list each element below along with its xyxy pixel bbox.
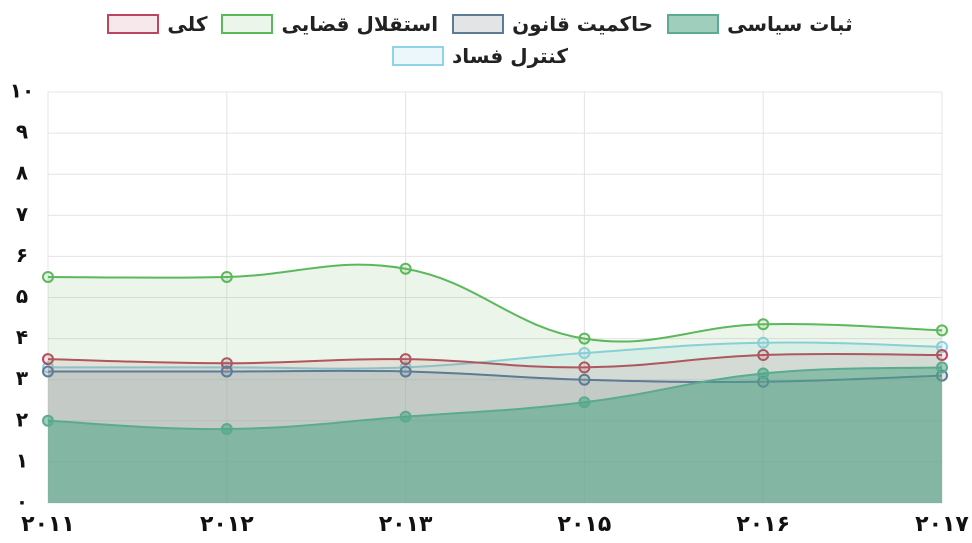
legend-item[interactable]: کنترل فساد (392, 44, 568, 68)
y-tick-label: ۳ (16, 366, 28, 390)
y-tick-label: ۶ (16, 243, 28, 267)
point (578, 361, 591, 374)
point (42, 353, 54, 366)
point (578, 332, 591, 345)
point (220, 365, 233, 378)
x-tick-label: ۲۰۱۳ (379, 512, 433, 537)
legend: ثبات سیاسی حاکمیت قانون استقلال قضایی کلی کن… (100, 12, 860, 68)
legend-label: حاکمیت قانون (512, 12, 654, 36)
point (757, 318, 770, 331)
legend-label: استقلال قضایی (281, 12, 439, 36)
point (399, 410, 412, 423)
y-tick-label: ۷ (16, 202, 28, 226)
legend-item[interactable]: ثبات سیاسی (667, 12, 853, 36)
point (936, 349, 948, 362)
y-tick-label: ۲ (16, 407, 28, 431)
area (48, 367, 942, 503)
x-tick-label: ۲۰۱۷ (915, 512, 969, 537)
line (47, 366, 943, 431)
point (42, 365, 54, 378)
line (47, 263, 943, 343)
point (757, 349, 770, 362)
x-tick-label: ۲۰۱۵ (558, 512, 612, 537)
legend-swatch (452, 14, 505, 34)
point (220, 357, 233, 370)
legend-label: کنترل فساد (452, 44, 568, 68)
point (578, 396, 591, 409)
y-tick-label: ۵ (16, 284, 28, 308)
legend-swatch (221, 14, 274, 34)
legend-swatch (107, 14, 160, 34)
point (757, 336, 770, 349)
point (578, 373, 591, 386)
legend-swatch (667, 14, 720, 34)
point (936, 324, 948, 337)
x-tick-label: ۲۰۱۲ (200, 512, 254, 537)
legend-item[interactable]: حاکمیت قانون (452, 12, 653, 36)
point (936, 361, 948, 374)
y-tick-label: ۱۰ (10, 79, 34, 103)
point (220, 423, 233, 436)
y-tick-label: ۰ (16, 490, 28, 514)
point (757, 367, 770, 380)
point (42, 270, 54, 283)
y-tick-label: ۴ (16, 325, 28, 349)
point (399, 262, 412, 275)
legend-label: ثبات سیاسی (727, 12, 853, 36)
x-tick-label: ۲۰۱۶ (736, 512, 790, 537)
point (578, 346, 591, 359)
legend-swatch (392, 46, 445, 66)
legend-item[interactable]: استقلال قضایی (221, 12, 438, 36)
legend-item[interactable]: کلی (107, 12, 207, 36)
point (399, 365, 412, 378)
point (220, 270, 233, 283)
y-tick-label: ۸ (16, 161, 28, 185)
x-tick-label: ۲۰۱۱ (21, 512, 75, 537)
point (399, 353, 412, 366)
y-tick-label: ۹ (16, 120, 28, 144)
point (42, 414, 54, 427)
y-tick-label: ۱ (16, 448, 28, 472)
line (48, 341, 943, 370)
line (47, 352, 943, 369)
legend-label: کلی (167, 12, 208, 36)
point (936, 340, 948, 353)
